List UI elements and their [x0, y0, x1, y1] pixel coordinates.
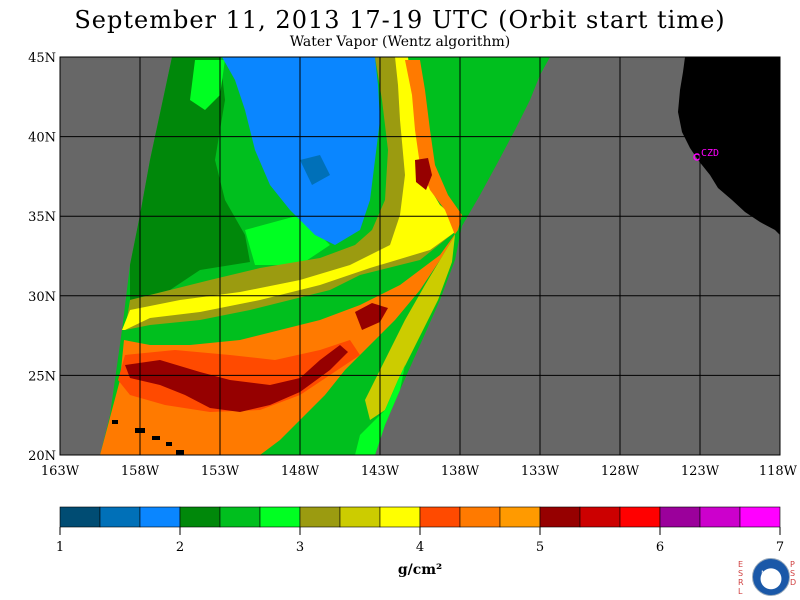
colorbar-swatch — [619, 506, 661, 528]
colorbar-swatch — [339, 506, 381, 528]
lat-label: 40N — [28, 131, 56, 146]
lat-label: 20N — [28, 449, 56, 464]
noaa-logo-text: NOAA — [761, 570, 779, 577]
colorbar-swatch — [579, 506, 621, 528]
station-label-czd: CZD — [701, 148, 719, 159]
logo-letter: S — [790, 569, 796, 578]
lat-label: 45N — [28, 51, 56, 66]
colorbar-swatch — [139, 506, 181, 528]
lon-label: 143W — [361, 464, 400, 479]
colorbar-swatch — [219, 506, 261, 528]
latitude-labels: 45N 40N 35N 30N 25N 20N — [28, 51, 56, 464]
lon-label: 123W — [681, 464, 720, 479]
swath-region-dark-red-core — [125, 345, 348, 412]
colorbar-swatch — [59, 506, 101, 528]
colorbar-swatch — [739, 506, 781, 528]
lon-label: 163W — [41, 464, 80, 479]
logo-letter: S — [738, 569, 744, 578]
swath-region-bright-green — [190, 60, 225, 110]
swath-region-dark-red-core-3 — [415, 158, 432, 190]
lat-label: 30N — [28, 290, 56, 305]
map-frame — [59, 56, 781, 456]
colorbar — [59, 506, 781, 528]
colorbar-swatch — [259, 506, 301, 528]
colorbar-tick-label: 5 — [536, 540, 544, 555]
colorbar-swatch — [539, 506, 581, 528]
colorbar-tick-label: 7 — [776, 540, 784, 555]
colorbar-swatch — [299, 506, 341, 528]
lon-label: 158W — [121, 464, 160, 479]
map-title: September 11, 2013 17-19 UTC (Orbit star… — [74, 6, 726, 34]
colorbar-swatch — [699, 506, 741, 528]
lon-label: 133W — [521, 464, 560, 479]
land-california — [678, 57, 780, 235]
swath-region-blue-patch — [300, 155, 330, 185]
swath-region-east-yellow — [365, 235, 455, 420]
lat-lon-grid — [60, 57, 780, 455]
logo-letter: R — [738, 578, 744, 587]
colorbar-tick-label: 6 — [656, 540, 664, 555]
lon-label: 138W — [441, 464, 480, 479]
lon-label: 148W — [281, 464, 320, 479]
colorbar-swatch — [459, 506, 501, 528]
swath-region-blue — [222, 57, 380, 245]
colorbar-tick-label: 2 — [176, 540, 184, 555]
logo-letter: D — [790, 578, 797, 587]
logo-letter: L — [738, 587, 743, 596]
colorbar-tick-labels: 1 2 3 4 5 6 7 — [56, 527, 784, 555]
logo-letter: P — [790, 560, 795, 569]
swath — [100, 57, 550, 455]
map-subtitle: Water Vapor (Wentz algorithm) — [289, 34, 511, 50]
colorbar-swatch — [179, 506, 221, 528]
swath-region-east-green — [355, 365, 405, 455]
lon-label: 153W — [201, 464, 240, 479]
colorbar-swatch — [659, 506, 701, 528]
colorbar-units: g/cm² — [397, 562, 443, 578]
colorbar-swatch — [419, 506, 461, 528]
colorbar-tick-label: 3 — [296, 540, 304, 555]
noaa-logo — [752, 558, 790, 596]
swath-region-yellow — [122, 57, 458, 330]
lat-label: 25N — [28, 369, 56, 384]
logo-letter: E — [738, 560, 744, 569]
lon-label: 128W — [601, 464, 640, 479]
longitude-labels: 163W 158W 153W 148W 143W 138W 133W 128W 123W 118W — [41, 464, 798, 479]
colorbar-tick-label: 4 — [416, 540, 424, 555]
colorbar-swatch — [499, 506, 541, 528]
colorbar-swatch — [99, 506, 141, 528]
lon-label: 118W — [759, 464, 798, 479]
colorbar-swatch — [379, 506, 421, 528]
colorbar-tick-label: 1 — [56, 540, 64, 555]
lat-label: 35N — [28, 210, 56, 225]
